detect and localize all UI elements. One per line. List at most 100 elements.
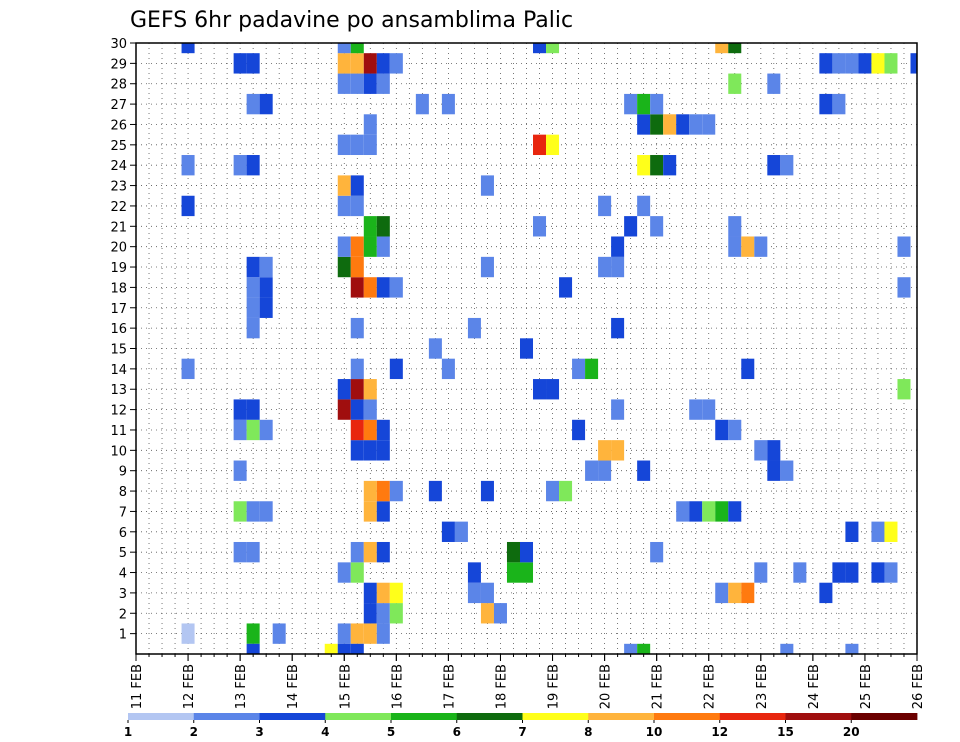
data-cell bbox=[337, 623, 351, 644]
chart-title: GEFS 6hr padavine po ansamblima Palic bbox=[130, 8, 573, 33]
data-cell bbox=[363, 440, 377, 461]
data-cell bbox=[832, 93, 846, 115]
colorbar-label: 10 bbox=[646, 725, 663, 739]
data-cell bbox=[246, 53, 260, 74]
data-cell bbox=[819, 53, 833, 74]
data-cell bbox=[884, 521, 898, 542]
data-cell bbox=[637, 643, 651, 654]
data-cell bbox=[676, 501, 690, 522]
data-cell bbox=[337, 195, 351, 217]
data-cell bbox=[454, 521, 468, 542]
x-tick-label: 24 FEB bbox=[807, 664, 822, 709]
data-cell bbox=[663, 155, 677, 176]
y-tick-label: 30 bbox=[110, 37, 127, 52]
data-cell bbox=[533, 216, 547, 237]
data-cell bbox=[650, 216, 664, 237]
data-cell bbox=[780, 643, 794, 654]
data-cell bbox=[741, 582, 755, 604]
data-cell bbox=[181, 358, 195, 380]
data-cell bbox=[363, 480, 377, 502]
data-cell bbox=[246, 643, 260, 654]
data-cell bbox=[233, 501, 247, 522]
data-cell bbox=[350, 256, 364, 278]
data-cell bbox=[337, 134, 351, 156]
colorbar-swatch bbox=[259, 713, 326, 720]
x-tick-label: 13 FEB bbox=[234, 664, 249, 709]
data-cell bbox=[871, 53, 885, 74]
data-cell bbox=[546, 134, 560, 156]
data-cell bbox=[506, 541, 520, 563]
y-tick-label: 29 bbox=[110, 57, 127, 72]
x-axis: 11 FEB 12 FEB 13 FEB 14 FEB 15 FEB 16 FEB 17 F… bbox=[130, 654, 926, 709]
colorbar-swatch bbox=[522, 713, 589, 720]
y-tick-label: 23 bbox=[110, 180, 127, 195]
y-axis: 1234567891011121314151617181920212223242… bbox=[110, 37, 136, 643]
data-cell bbox=[363, 216, 377, 237]
y-tick-label: 14 bbox=[110, 363, 127, 378]
data-cell bbox=[689, 399, 703, 420]
colorbar-swatch bbox=[193, 713, 260, 720]
data-cell bbox=[559, 277, 573, 298]
x-tick-label: 11 FEB bbox=[130, 664, 145, 709]
data-cell bbox=[376, 216, 390, 237]
y-tick-label: 27 bbox=[110, 98, 127, 113]
data-cell bbox=[350, 643, 364, 654]
data-cell bbox=[897, 379, 911, 400]
x-tick-label: 12 FEB bbox=[182, 664, 197, 709]
x-tick-label: 17 FEB bbox=[442, 664, 457, 709]
data-cell bbox=[259, 419, 273, 441]
data-cell bbox=[611, 440, 625, 461]
data-cell bbox=[246, 155, 260, 176]
data-cell bbox=[663, 114, 677, 135]
data-cell bbox=[363, 541, 377, 563]
data-cell bbox=[337, 73, 351, 94]
data-cell bbox=[350, 317, 364, 339]
data-cell bbox=[546, 480, 560, 502]
data-cell bbox=[467, 582, 481, 604]
data-cell bbox=[246, 256, 260, 278]
colorbar-label: 6 bbox=[453, 725, 461, 739]
data-cell bbox=[467, 317, 481, 339]
data-cell bbox=[441, 93, 455, 115]
data-cell bbox=[181, 155, 195, 176]
data-cell bbox=[728, 43, 742, 54]
y-tick-label: 28 bbox=[110, 78, 127, 93]
data-cell bbox=[389, 277, 403, 298]
data-cell bbox=[650, 93, 664, 115]
data-cell bbox=[519, 541, 534, 563]
data-cell bbox=[598, 440, 612, 461]
data-cell bbox=[389, 358, 403, 380]
y-tick-label: 17 bbox=[110, 302, 127, 317]
data-cell bbox=[181, 43, 195, 54]
data-cell bbox=[585, 460, 599, 481]
data-cell bbox=[767, 73, 781, 94]
data-cell bbox=[350, 419, 364, 441]
data-cell bbox=[728, 501, 742, 522]
data-cell bbox=[598, 256, 612, 278]
y-tick-label: 24 bbox=[110, 159, 127, 174]
data-cell bbox=[689, 114, 703, 135]
data-cell bbox=[363, 419, 377, 441]
data-cell bbox=[363, 134, 377, 156]
data-cell bbox=[611, 317, 625, 339]
data-cell bbox=[259, 277, 273, 298]
data-cell bbox=[897, 277, 911, 298]
data-cell bbox=[572, 419, 586, 441]
data-cell bbox=[493, 603, 507, 624]
y-tick-label: 3 bbox=[119, 587, 127, 602]
data-cell bbox=[728, 419, 742, 441]
data-cell bbox=[845, 643, 859, 654]
y-tick-label: 25 bbox=[110, 139, 127, 154]
data-cell bbox=[259, 93, 273, 115]
data-cell bbox=[650, 541, 664, 563]
data-cell bbox=[233, 399, 247, 420]
data-cell bbox=[363, 399, 377, 420]
data-cell bbox=[337, 399, 351, 420]
data-cell bbox=[246, 317, 260, 339]
colorbar-swatch bbox=[128, 713, 195, 720]
data-cell bbox=[350, 399, 364, 420]
data-cell bbox=[728, 236, 742, 257]
data-cell bbox=[233, 419, 247, 441]
data-cell bbox=[611, 256, 625, 278]
y-tick-label: 19 bbox=[110, 261, 127, 276]
